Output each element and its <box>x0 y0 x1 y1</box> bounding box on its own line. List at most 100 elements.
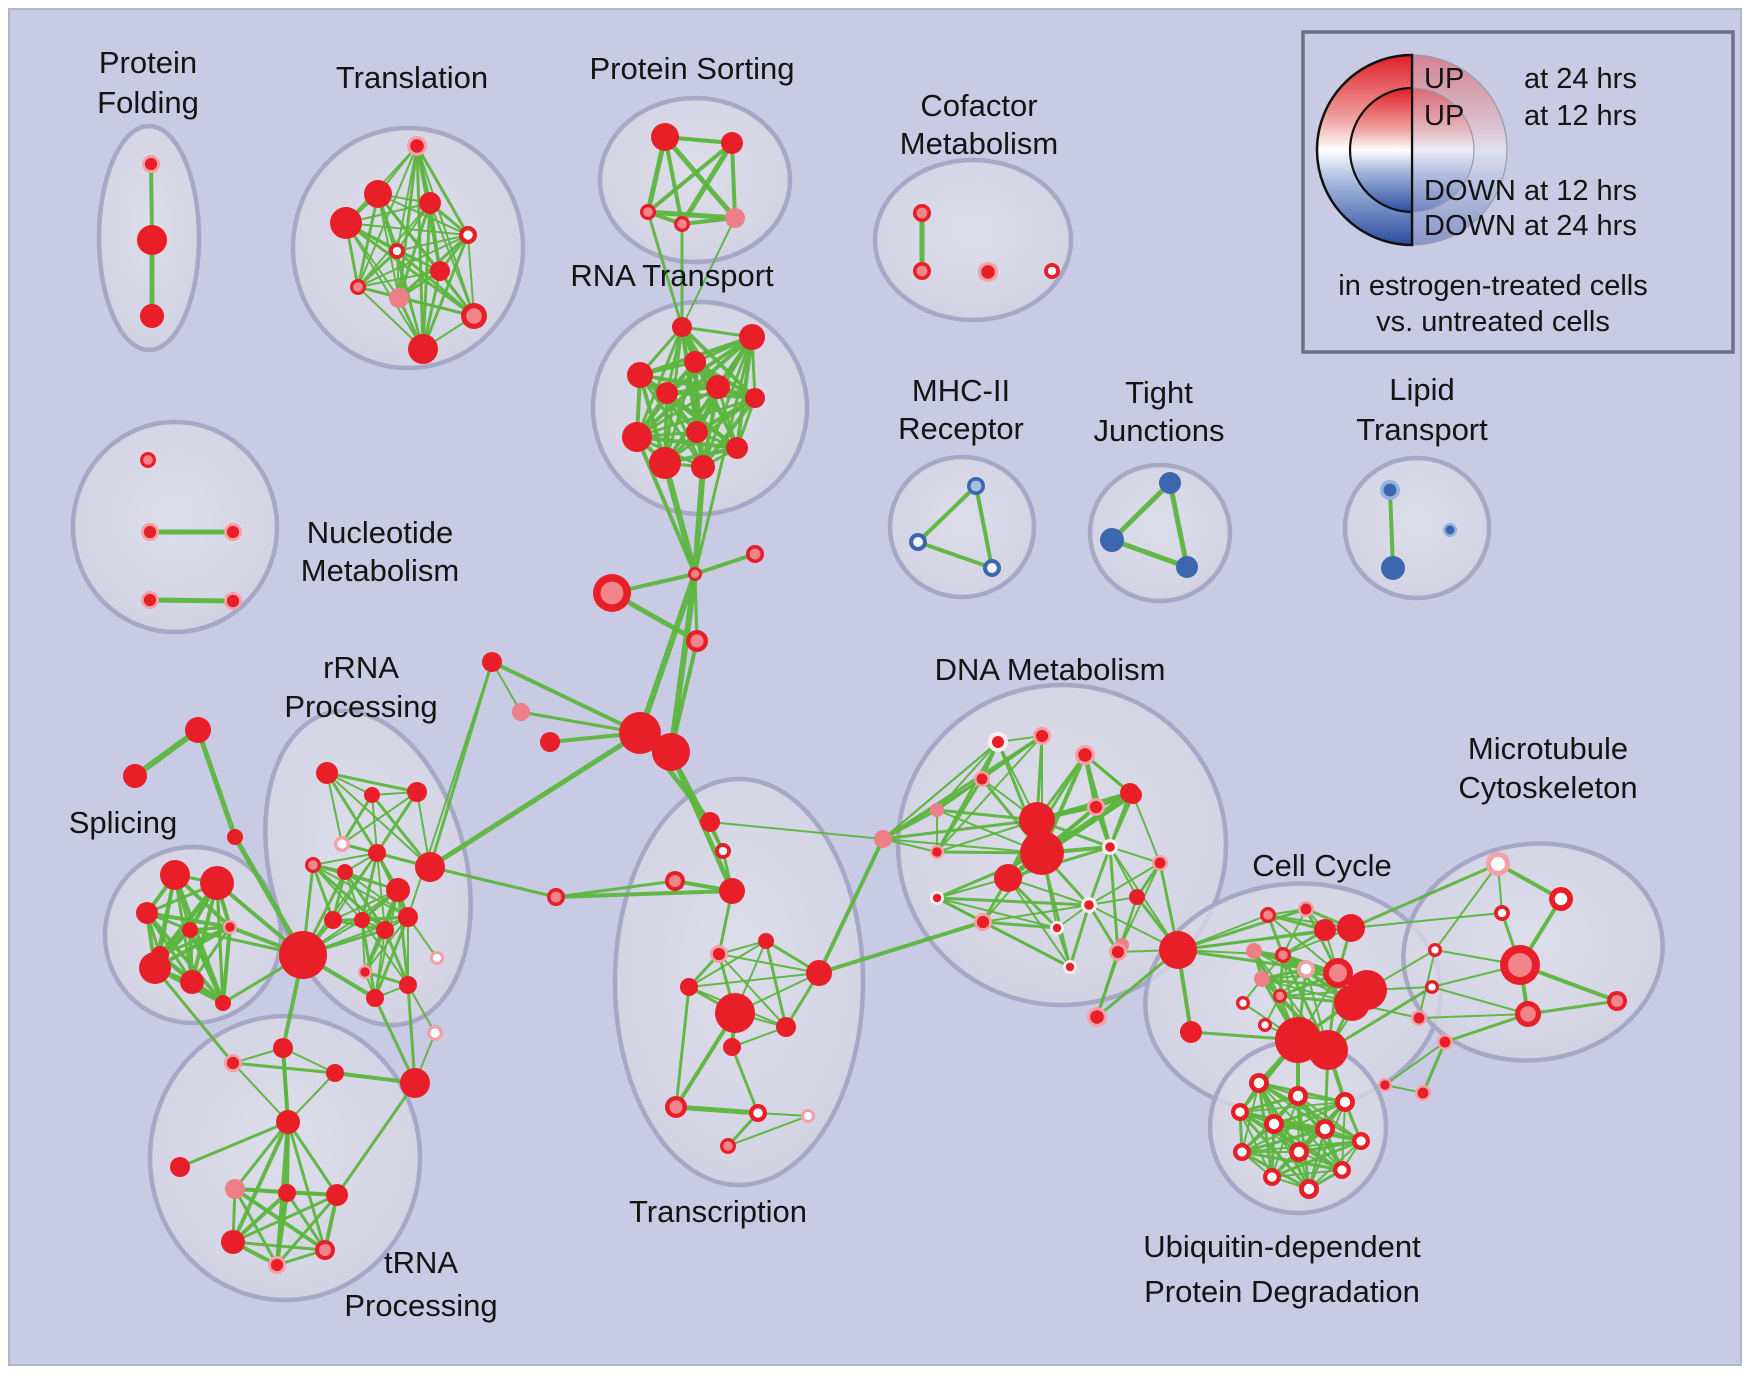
network-edge <box>1132 794 1161 864</box>
node-core <box>1300 963 1312 975</box>
network-node-st3 <box>593 574 631 612</box>
network-edge <box>764 939 788 1029</box>
network-edge <box>693 552 757 576</box>
legend-term-3: DOWN <box>1424 210 1516 242</box>
node-core <box>226 594 240 608</box>
node-core <box>652 733 690 771</box>
node-core <box>739 324 765 350</box>
network-edge <box>1087 903 1120 954</box>
node-core <box>776 1017 796 1037</box>
cluster-label-ubiquitin-degradation: Protein Degradation <box>1144 1274 1420 1309</box>
node-core <box>376 921 394 939</box>
node-core <box>1052 923 1062 933</box>
node-core <box>337 864 353 880</box>
node-core <box>136 902 158 924</box>
network-edge <box>281 1046 290 1124</box>
network-edge <box>982 904 1090 923</box>
network-edge <box>428 865 558 899</box>
node-core <box>672 317 692 337</box>
network-node-tn2 <box>273 1038 293 1058</box>
network-edge <box>1109 846 1161 864</box>
node-core <box>324 911 342 929</box>
network-node-cc12 <box>1258 1018 1272 1032</box>
network-edge <box>635 325 684 439</box>
node-core <box>1339 1096 1351 1108</box>
network-edge <box>345 222 424 350</box>
network-edge <box>688 940 767 988</box>
network-edge <box>663 396 757 465</box>
node-core <box>143 593 157 607</box>
cluster-label-translation: Translation <box>336 60 488 95</box>
legend-time-0: at 24 hrs <box>1524 63 1637 95</box>
network-node-cf2 <box>913 262 931 280</box>
network-edge <box>370 793 432 869</box>
node-core <box>225 1179 245 1199</box>
network-node-rr2 <box>364 787 380 803</box>
network-edge <box>1271 1169 1343 1178</box>
node-core <box>916 207 928 219</box>
node-core <box>354 912 370 928</box>
network-node-tr1 <box>407 136 427 156</box>
cluster-bubble-cofactor-metabolism <box>872 157 1074 323</box>
network-node-sc <box>227 829 243 845</box>
network-edge <box>882 838 1043 854</box>
network-node-tn12 <box>268 1256 286 1274</box>
node-core <box>270 1258 284 1272</box>
node-core <box>981 265 995 279</box>
network-edge <box>360 918 377 1000</box>
network-edge <box>882 741 999 840</box>
network-edge <box>231 1240 327 1252</box>
network-node-dm9 <box>1020 831 1064 875</box>
network-node-tx7 <box>710 945 728 963</box>
node-core <box>976 773 988 785</box>
node-core <box>1381 556 1405 580</box>
node-core <box>400 1068 430 1098</box>
node-core <box>399 976 417 994</box>
network-node-tn5 <box>276 1110 300 1134</box>
cluster-label-trna-processing: tRNA <box>384 1245 458 1280</box>
network-edge <box>1087 845 1112 907</box>
network-edge <box>673 1104 761 1116</box>
network-node-rr4 <box>334 836 350 852</box>
network-node-tj3 <box>1176 556 1198 578</box>
network-edge <box>688 972 820 988</box>
network-edge <box>357 234 469 288</box>
network-edge <box>286 1120 339 1197</box>
network-node-mt3 <box>1494 905 1510 921</box>
node-core <box>745 388 765 408</box>
network-node-dm10 <box>994 864 1022 892</box>
node-core <box>540 732 560 752</box>
node-core <box>1334 985 1370 1021</box>
network-edge <box>1282 908 1307 956</box>
node-core <box>1508 953 1532 977</box>
network-node-mh1 <box>967 477 985 495</box>
network-edge <box>416 145 475 317</box>
legend-term-1: UP <box>1424 100 1464 132</box>
network-node-md1 <box>482 652 502 672</box>
cluster-label-tight-junctions: Junctions <box>1094 413 1225 448</box>
network-node-mh2 <box>909 533 927 551</box>
network-node-rr10 <box>324 911 342 929</box>
network-edge <box>635 435 697 576</box>
network-node-hub2 <box>652 733 690 771</box>
node-core <box>1337 914 1365 942</box>
network-node-ub10 <box>1333 1161 1351 1179</box>
node-core <box>600 581 624 605</box>
network-node-cc8 <box>1323 958 1353 988</box>
network-node-rr9 <box>386 878 410 902</box>
node-core <box>139 952 171 984</box>
network-edge <box>936 897 1058 929</box>
network-node-cc9 <box>1254 971 1270 987</box>
node-core <box>1120 783 1140 803</box>
network-edge <box>407 984 436 1034</box>
cluster-label-lipid-transport: Transport <box>1356 412 1488 447</box>
network-edge <box>311 863 335 922</box>
network-node-mh3 <box>983 559 1001 577</box>
network-node-mt5 <box>1428 943 1442 957</box>
node-core <box>221 1230 245 1254</box>
network-edge <box>325 771 419 794</box>
network-edge <box>645 209 738 221</box>
network-node-dm18 <box>1129 889 1145 905</box>
cluster-label-splicing: Splicing <box>69 805 178 840</box>
node-core <box>143 525 157 539</box>
